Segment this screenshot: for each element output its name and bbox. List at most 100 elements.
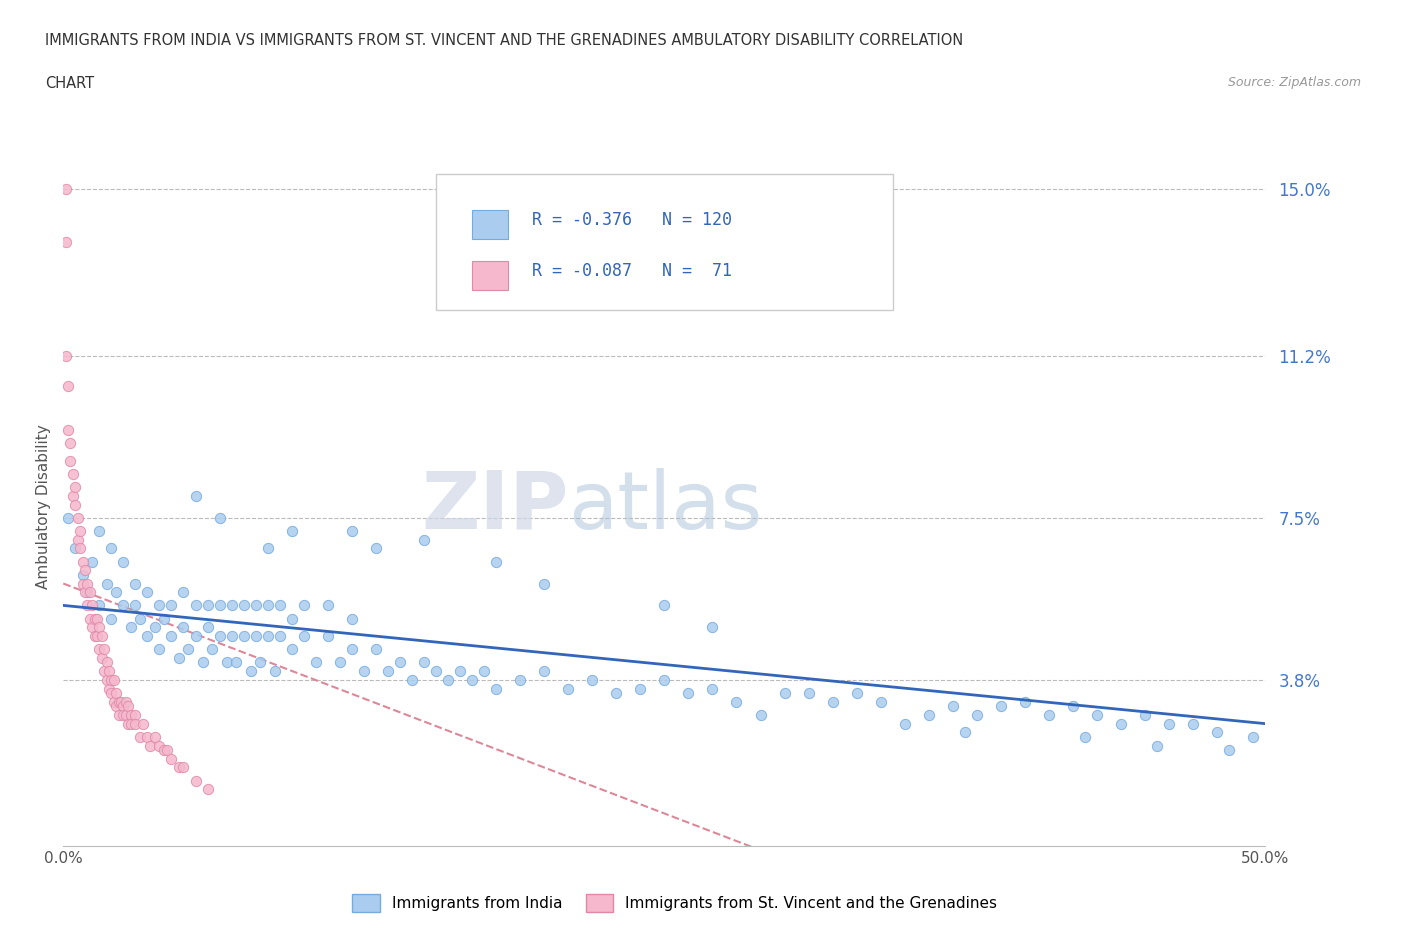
Point — [160, 598, 183, 613]
Point — [82, 598, 104, 613]
Point — [139, 738, 162, 753]
Point — [82, 554, 104, 569]
Point — [1206, 725, 1229, 740]
Point — [401, 672, 423, 687]
Point — [59, 436, 82, 451]
Point — [105, 698, 128, 713]
Text: IMMIGRANTS FROM INDIA VS IMMIGRANTS FROM ST. VINCENT AND THE GRENADINES AMBULATO: IMMIGRANTS FROM INDIA VS IMMIGRANTS FROM… — [45, 33, 963, 47]
Point — [413, 532, 436, 547]
Point — [120, 708, 142, 723]
Point — [208, 629, 231, 644]
Point — [221, 598, 243, 613]
Point — [894, 716, 917, 731]
Point — [112, 554, 135, 569]
Point — [256, 598, 278, 613]
Point — [59, 454, 82, 469]
Point — [107, 695, 129, 710]
Point — [79, 611, 101, 626]
Point — [461, 672, 484, 687]
Point — [215, 655, 238, 670]
Point — [292, 629, 315, 644]
Point — [124, 598, 146, 613]
Point — [225, 655, 247, 670]
Point — [148, 738, 170, 753]
Point — [256, 541, 278, 556]
Point — [581, 672, 603, 687]
Point — [184, 773, 207, 788]
FancyBboxPatch shape — [436, 174, 893, 310]
Point — [249, 655, 271, 670]
Point — [845, 685, 868, 700]
Point — [100, 685, 122, 700]
Text: R = -0.087   N =  71: R = -0.087 N = 71 — [531, 262, 733, 280]
Point — [143, 620, 166, 635]
Point — [437, 672, 460, 687]
Point — [628, 681, 651, 696]
Point — [869, 695, 891, 710]
Point — [148, 642, 170, 657]
Point — [263, 664, 285, 679]
Point — [66, 511, 89, 525]
Point — [1085, 708, 1108, 723]
Point — [136, 585, 159, 600]
Point — [62, 488, 84, 503]
Point — [96, 672, 118, 687]
Point — [136, 629, 159, 644]
Point — [153, 611, 176, 626]
Point — [172, 585, 194, 600]
Point — [103, 695, 125, 710]
Point — [918, 708, 941, 723]
Point — [953, 725, 976, 740]
Point — [105, 585, 128, 600]
Point — [76, 576, 98, 591]
Point — [66, 532, 89, 547]
Point — [557, 681, 579, 696]
Point — [156, 742, 179, 757]
Point — [533, 664, 555, 679]
Point — [388, 655, 411, 670]
Point — [1146, 738, 1168, 753]
Point — [100, 672, 122, 687]
Point — [55, 234, 77, 249]
Point — [652, 598, 676, 613]
Point — [184, 488, 207, 503]
Point — [76, 585, 98, 600]
Point — [413, 655, 436, 670]
Point — [652, 672, 676, 687]
Point — [1038, 708, 1060, 723]
Point — [160, 751, 183, 766]
Point — [269, 598, 291, 613]
Point — [280, 611, 302, 626]
Point — [232, 629, 254, 644]
Point — [55, 182, 77, 197]
Point — [256, 629, 278, 644]
Point — [56, 511, 79, 525]
Point — [129, 729, 152, 744]
Point — [485, 554, 508, 569]
Point — [112, 708, 135, 723]
Point — [69, 524, 91, 538]
Point — [100, 541, 122, 556]
Point — [120, 620, 142, 635]
Text: ZIP: ZIP — [420, 468, 568, 546]
Point — [89, 598, 111, 613]
Point — [340, 642, 363, 657]
Point — [472, 664, 495, 679]
Point — [184, 629, 207, 644]
Point — [702, 681, 724, 696]
Point — [105, 685, 128, 700]
Point — [76, 598, 98, 613]
Point — [69, 541, 91, 556]
Point — [56, 423, 79, 438]
Text: R = -0.376   N = 120: R = -0.376 N = 120 — [531, 211, 733, 230]
Point — [110, 695, 132, 710]
Point — [172, 620, 194, 635]
Point — [1074, 729, 1097, 744]
Point — [55, 349, 77, 364]
Point — [184, 598, 207, 613]
Point — [72, 576, 94, 591]
Point — [197, 598, 219, 613]
Point — [449, 664, 471, 679]
Point — [73, 585, 96, 600]
Point — [942, 698, 965, 713]
